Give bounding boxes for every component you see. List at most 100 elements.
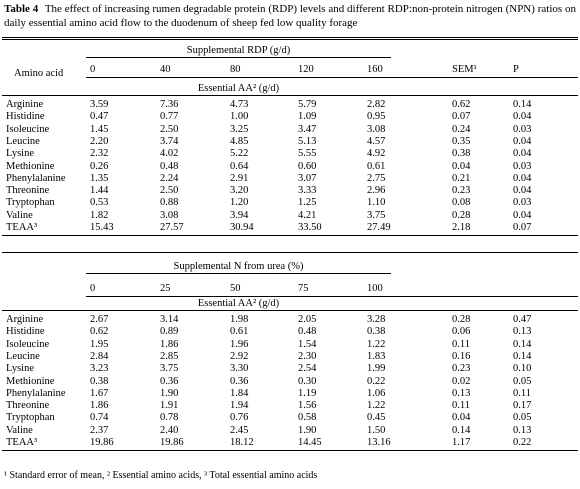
cell: 1.50: [367, 424, 386, 436]
cell: 2.32: [90, 148, 109, 160]
row-header: Amino acid: [14, 68, 64, 79]
column-header: SEM¹: [452, 64, 477, 75]
row-label: Methionine: [6, 160, 55, 172]
column-header: 0: [90, 283, 96, 294]
cell: 7.36: [160, 99, 179, 110]
cell: 1.84: [230, 387, 249, 399]
cell: 0.02: [452, 375, 471, 387]
cell: 0.04: [513, 111, 532, 123]
unit-header: Essential AA² (g/d): [197, 298, 280, 309]
row-label: TEAA³: [6, 222, 38, 233]
cell: 1.10: [367, 197, 386, 209]
cell: 1.86: [90, 400, 109, 412]
cell: 0.13: [513, 326, 532, 338]
cell: 0.04: [513, 148, 532, 160]
rule: [2, 37, 578, 38]
cell: 0.16: [452, 350, 471, 362]
caption-text: The effect of increasing rumen degradabl…: [4, 3, 576, 29]
cell: 2.67: [90, 314, 109, 325]
row-label: Histidine: [6, 111, 45, 123]
cell: 0.04: [513, 135, 532, 147]
cell: 4.21: [298, 209, 317, 221]
row-label: Isoleucine: [6, 338, 50, 350]
cell: 0.47: [513, 314, 532, 325]
cell: 1.44: [90, 185, 109, 197]
cell: 1.67: [90, 387, 109, 399]
cell: 0.17: [513, 400, 532, 412]
cell: 4.02: [160, 148, 179, 160]
rule: [86, 77, 578, 78]
cell: 0.14: [513, 99, 532, 110]
cell: 0.10: [513, 363, 532, 375]
cell: 2.75: [367, 172, 386, 184]
cell: 2.18: [452, 222, 471, 233]
rule: [2, 252, 578, 253]
cell: 2.40: [160, 424, 179, 436]
cell: 3.08: [367, 123, 386, 135]
cell: 0.58: [298, 412, 317, 424]
cell: 0.77: [160, 111, 179, 123]
cell: 3.75: [160, 363, 179, 375]
cell: 2.30: [298, 350, 317, 362]
cell: 2.91: [230, 172, 249, 184]
cell: 3.30: [230, 363, 249, 375]
cell: 0.36: [230, 375, 249, 387]
cell: 0.38: [452, 148, 471, 160]
row-label: Valine: [6, 209, 33, 221]
column-header: P: [513, 64, 519, 75]
cell: 3.14: [160, 314, 179, 325]
row-label: Valine: [6, 424, 33, 436]
cell: 2.85: [160, 350, 179, 362]
cell: 0.05: [513, 375, 532, 387]
cell: 0.30: [298, 375, 317, 387]
cell: 0.04: [452, 412, 471, 424]
cell: 3.75: [367, 209, 386, 221]
cell: 0.78: [160, 412, 179, 424]
cell: 1.82: [90, 209, 109, 221]
column-header: 120: [298, 64, 314, 75]
cell: 0.64: [230, 160, 249, 172]
cell: 0.04: [513, 209, 532, 221]
cell: 0.07: [513, 222, 532, 233]
rule: [2, 310, 578, 311]
cell: 0.53: [90, 197, 109, 209]
cell: 3.59: [90, 99, 109, 110]
cell: 0.13: [513, 424, 532, 436]
cell: 2.96: [367, 185, 386, 197]
row-label: Methionine: [6, 375, 55, 387]
cell: 0.48: [160, 160, 179, 172]
cell: 1.94: [230, 400, 249, 412]
cell: 0.38: [367, 326, 386, 338]
cell: 0.28: [452, 314, 471, 325]
cell: 1.95: [90, 338, 109, 350]
cell: 1.99: [367, 363, 386, 375]
cell: 5.79: [298, 99, 317, 110]
cell: 0.28: [452, 209, 471, 221]
cell: 0.13: [452, 387, 471, 399]
cell: 0.24: [452, 123, 471, 135]
footnote: ¹ Standard error of mean, ² Essential am…: [4, 470, 318, 481]
cell: 1.98: [230, 314, 249, 325]
column-header: 75: [298, 283, 309, 294]
cell: 2.50: [160, 185, 179, 197]
cell: 1.96: [230, 338, 249, 350]
cell: 0.14: [452, 424, 471, 436]
row-label: TEAA³: [6, 437, 38, 448]
cell: 2.92: [230, 350, 249, 362]
cell: 0.38: [90, 375, 109, 387]
cell: 1.91: [160, 400, 179, 412]
cell: 4.85: [230, 135, 249, 147]
cell: 0.22: [513, 437, 532, 448]
cell: 0.47: [90, 111, 109, 123]
unit-header: Essential AA² (g/d): [197, 83, 280, 94]
cell: 1.56: [298, 400, 317, 412]
cell: 2.05: [298, 314, 317, 325]
cell: 0.06: [452, 326, 471, 338]
cell: 0.03: [513, 123, 532, 135]
cell: 0.05: [513, 412, 532, 424]
cell: 4.57: [367, 135, 386, 147]
cell: 1.90: [160, 387, 179, 399]
cell: 0.04: [513, 185, 532, 197]
cell: 5.55: [298, 148, 317, 160]
